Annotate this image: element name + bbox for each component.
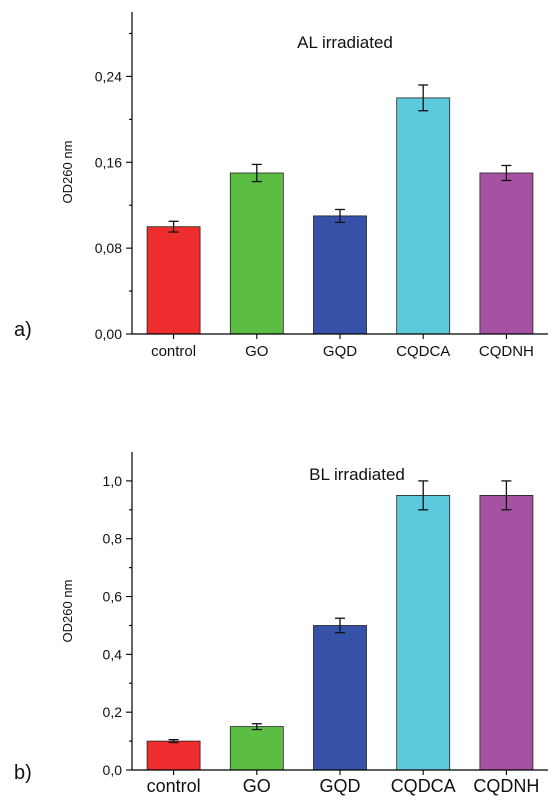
chart-panel-b: control GO GQD CQDCA CQDNH 0,0 0,2 0,4 0,6 0,8 1,0… (14, 452, 548, 796)
y-tick-label: 1,0 (103, 473, 123, 489)
y-tick-label: 0,8 (103, 531, 123, 547)
y-tick-label: 0,2 (103, 704, 123, 720)
bar-cqdnh (479, 494, 534, 771)
y-tick-label: 0,6 (103, 589, 123, 605)
error-bar-cqdnh (501, 164, 512, 182)
x-tick-label-cqdnh: CQDNH (473, 776, 539, 796)
error-bar-go (251, 723, 262, 731)
chart-title: AL irradiated (297, 33, 393, 52)
y-tick-label: 0,24 (95, 68, 122, 84)
panel-label: a) (14, 319, 32, 341)
y-tick-label: 0,4 (103, 646, 123, 662)
bar-control (146, 226, 201, 335)
bar-go (229, 172, 284, 335)
y-tick-label: 0,0 (103, 762, 123, 778)
error-bar-control (168, 738, 179, 744)
x-tick-label-go: GO (245, 343, 268, 360)
bar-cqdca (396, 494, 451, 771)
bar-gqd (313, 215, 367, 335)
bar-cqdnh (479, 172, 534, 335)
y-axis-label: OD260 nm (60, 141, 75, 204)
x-tick-label-control: control (151, 343, 196, 360)
x-tick-label-gqd: GQD (323, 343, 357, 360)
x-tick-label-control: control (147, 776, 201, 796)
panel-label: b) (14, 762, 32, 784)
y-axis-label: OD260 nm (60, 580, 75, 643)
y-tick-label: 0,08 (95, 240, 122, 256)
x-tick-label-cqdca: CQDCA (391, 776, 456, 796)
x-tick-label-cqdnh: CQDNH (479, 343, 534, 360)
x-tick-label-go: GO (243, 776, 271, 796)
bar-cqdca (396, 97, 451, 335)
error-bar-control (168, 220, 179, 233)
chart-title: BL irradiated (309, 465, 405, 484)
y-tick-label: 0,16 (95, 154, 122, 170)
bar-gqd (313, 625, 367, 771)
x-tick-label-gqd: GQD (319, 776, 360, 796)
bar-go (229, 726, 284, 771)
chart-panel-a: control GO GQD CQDCA CQDNH 0,00 0,08 0,16 0,24 AL… (14, 12, 548, 360)
error-bar-gqd (335, 617, 345, 634)
bar-control (146, 740, 201, 771)
error-bar-cqdnh (501, 480, 512, 511)
error-bar-go (251, 163, 262, 183)
y-tick-label: 0,00 (95, 326, 122, 342)
error-bar-cqdca (418, 84, 429, 112)
error-bar-gqd (335, 208, 345, 224)
error-bar-cqdca (418, 480, 429, 511)
x-tick-label-cqdca: CQDCA (396, 343, 450, 360)
